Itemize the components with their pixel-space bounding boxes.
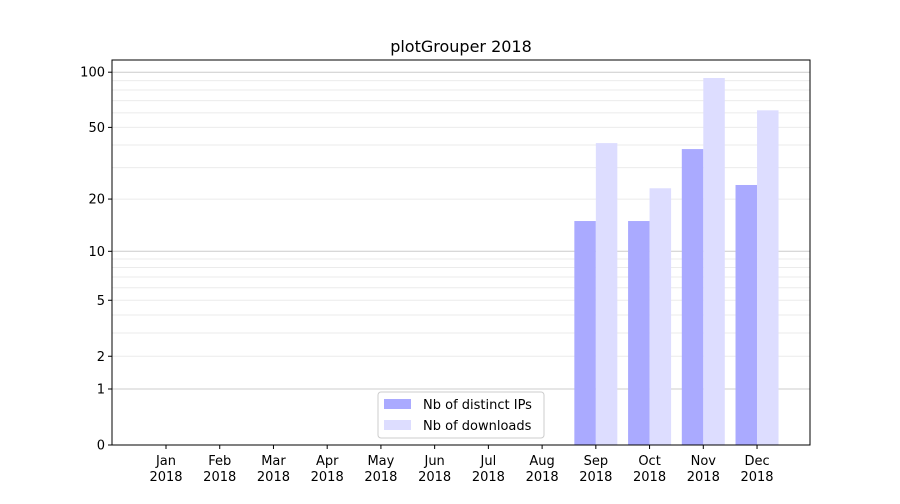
legend-label-downloads: Nb of downloads: [423, 419, 532, 434]
x-tick-label: 2018: [311, 470, 344, 485]
bar-downloads: [757, 110, 779, 445]
x-tick-label: Jun: [423, 454, 444, 469]
bar-downloads: [649, 188, 672, 446]
y-tick-label: 100: [80, 66, 105, 81]
y-tick-label: 2: [97, 350, 105, 365]
bar-downloads: [595, 143, 618, 446]
bar-downloads: [703, 77, 725, 445]
bar-distinct-ips: [628, 221, 650, 445]
x-tick-label: 2018: [633, 470, 666, 485]
x-tick-label: 2018: [203, 470, 236, 485]
bar-distinct-ips: [681, 149, 704, 445]
x-tick-label: Aug: [529, 454, 554, 469]
x-tick-label: Jan: [155, 454, 176, 469]
x-tick-label: 2018: [526, 470, 559, 485]
x-tick-label: Feb: [208, 454, 231, 469]
y-tick-label: 0: [97, 439, 105, 454]
x-tick-label: 2018: [579, 470, 612, 485]
x-tick-label: 2018: [687, 470, 720, 485]
legend-box: [377, 391, 545, 439]
x-tick-label: 2018: [257, 470, 290, 485]
x-tick-label: Jul: [480, 454, 497, 469]
x-tick-label: Apr: [316, 454, 339, 469]
legend-swatch-downloads: [384, 420, 411, 430]
bar-distinct-ips: [735, 184, 758, 445]
x-tick-label: Sep: [584, 454, 609, 469]
x-tick-label: May: [367, 454, 394, 469]
x-tick-label: 2018: [418, 470, 451, 485]
y-tick-label: 1: [97, 383, 105, 398]
y-tick-label: 50: [88, 121, 105, 136]
plot-frame: [111, 59, 811, 446]
x-tick-label: Mar: [261, 454, 286, 469]
x-tick-label: 2018: [740, 470, 773, 485]
x-tick-label: 2018: [472, 470, 505, 485]
y-tick-label: 5: [97, 294, 105, 309]
x-tick-label: Dec: [744, 454, 769, 469]
legend-swatch-ips: [384, 399, 411, 409]
x-tick-label: Nov: [691, 454, 717, 469]
legend: Nb of distinct IPs Nb of downloads: [377, 391, 545, 439]
x-tick-label: 2018: [149, 470, 182, 485]
chart-title: plotGrouper 2018: [390, 37, 532, 56]
legend-label-ips: Nb of distinct IPs: [423, 398, 532, 413]
bar-distinct-ips: [574, 221, 596, 445]
x-tick-label: 2018: [364, 470, 397, 485]
x-tick-label: Oct: [638, 454, 660, 469]
y-tick-label: 10: [88, 245, 105, 260]
y-tick-label: 20: [88, 193, 105, 208]
